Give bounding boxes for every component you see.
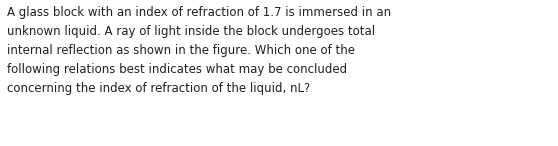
Text: A glass block with an index of refraction of 1.7 is immersed in an
unknown liqui: A glass block with an index of refractio… bbox=[7, 6, 391, 95]
